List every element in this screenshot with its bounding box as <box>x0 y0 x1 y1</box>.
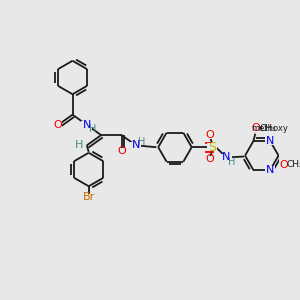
FancyBboxPatch shape <box>221 154 232 161</box>
Text: H: H <box>138 136 145 147</box>
Text: H: H <box>75 140 84 150</box>
FancyBboxPatch shape <box>81 121 92 129</box>
FancyBboxPatch shape <box>266 137 275 145</box>
Text: O: O <box>280 160 289 170</box>
FancyBboxPatch shape <box>205 131 214 139</box>
Text: O: O <box>54 120 63 130</box>
FancyBboxPatch shape <box>208 143 217 152</box>
Text: Br: Br <box>82 192 95 203</box>
FancyBboxPatch shape <box>205 156 214 163</box>
FancyBboxPatch shape <box>280 161 288 169</box>
Text: N: N <box>82 120 91 130</box>
Text: O: O <box>117 146 126 157</box>
FancyBboxPatch shape <box>266 167 275 174</box>
FancyBboxPatch shape <box>130 142 142 149</box>
FancyBboxPatch shape <box>54 121 62 129</box>
Text: S: S <box>208 141 216 154</box>
Text: CH₃: CH₃ <box>259 124 276 133</box>
FancyBboxPatch shape <box>262 124 273 132</box>
Text: O: O <box>252 123 261 133</box>
Text: O: O <box>205 130 214 140</box>
Text: H: H <box>89 124 96 134</box>
FancyBboxPatch shape <box>252 124 260 132</box>
Text: N: N <box>222 152 231 162</box>
FancyBboxPatch shape <box>117 148 126 155</box>
Text: CH₃: CH₃ <box>287 160 300 169</box>
Text: N: N <box>132 140 140 150</box>
FancyBboxPatch shape <box>290 161 300 169</box>
Text: N: N <box>266 165 274 175</box>
FancyBboxPatch shape <box>75 142 84 149</box>
Text: O: O <box>205 154 214 164</box>
FancyBboxPatch shape <box>80 194 97 201</box>
Text: H: H <box>228 157 236 167</box>
Text: methoxy: methoxy <box>251 124 288 133</box>
Text: N: N <box>266 136 274 146</box>
